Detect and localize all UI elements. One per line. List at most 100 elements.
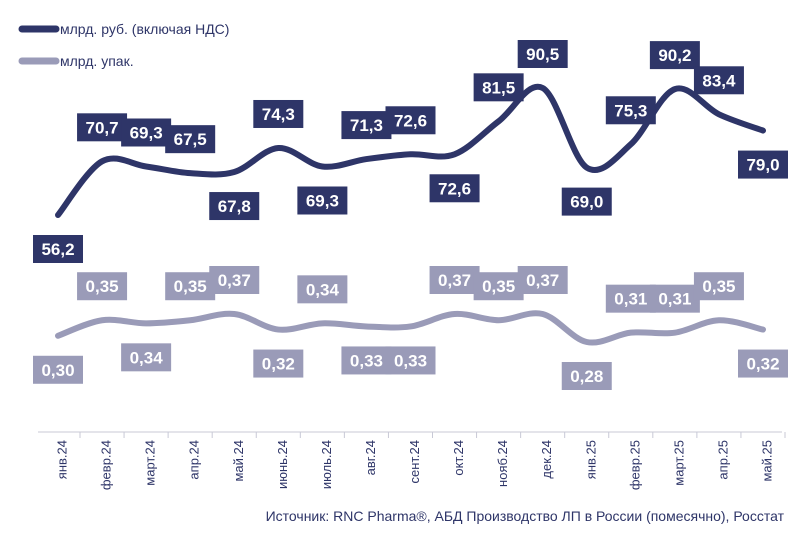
series-line-1 <box>55 83 766 218</box>
data-label: 0,37 <box>517 266 568 294</box>
legend-label-1: млрд. руб. (включая НДС) <box>60 21 229 37</box>
series-lines <box>55 83 766 346</box>
data-label: 0,30 <box>33 355 83 384</box>
data-label-box <box>429 174 480 203</box>
data-label-box <box>33 355 83 384</box>
data-label-text: 0,31 <box>614 290 647 309</box>
data-label-text: 70,7 <box>86 118 119 137</box>
data-label-box <box>473 73 524 102</box>
data-label-text: 0,34 <box>306 280 340 299</box>
data-label-box <box>165 125 216 154</box>
data-label-box <box>605 284 656 313</box>
data-label-text: 0,37 <box>218 271 251 290</box>
data-label-box <box>297 275 348 304</box>
data-label-text: 0,37 <box>438 271 471 290</box>
source-note: Источник: RNC Pharma®, АБД Производство … <box>265 508 784 524</box>
x-tick-label: янв.24 <box>55 440 70 479</box>
data-label-box <box>209 266 260 294</box>
data-label-text: 0,31 <box>658 290 691 309</box>
data-label-text: 72,6 <box>438 179 471 198</box>
data-label-box <box>605 96 656 125</box>
data-label: 67,5 <box>165 125 216 154</box>
x-tick-label: июнь.24 <box>275 440 290 489</box>
x-tick-label: авг.24 <box>363 440 378 475</box>
data-label: 0,34 <box>121 343 172 372</box>
data-label: 0,35 <box>473 272 524 301</box>
data-label-text: 75,3 <box>614 101 647 120</box>
data-label: 0,37 <box>209 266 260 294</box>
data-label-box <box>385 346 436 375</box>
data-label-text: 0,35 <box>86 277 119 296</box>
data-label-box <box>33 235 83 263</box>
data-label-text: 67,8 <box>218 197 251 216</box>
data-label: 0,33 <box>341 346 392 375</box>
data-label: 0,35 <box>693 272 744 301</box>
data-label: 90,5 <box>517 40 568 68</box>
x-tick-label: март.24 <box>143 440 158 486</box>
data-label: 71,3 <box>341 111 392 140</box>
legend: млрд. руб. (включая НДС) млрд. упак. <box>18 21 229 69</box>
data-label: 0,28 <box>561 362 612 390</box>
data-label: 0,37 <box>429 266 480 294</box>
data-label: 0,31 <box>605 284 656 313</box>
data-label-text: 90,5 <box>526 45 559 64</box>
series-line-2 <box>55 310 766 346</box>
data-label: 0,35 <box>165 272 216 301</box>
data-label: 74,3 <box>253 99 304 128</box>
data-label-text: 69,0 <box>570 193 603 212</box>
data-label: 83,4 <box>693 66 744 95</box>
data-label: 56,2 <box>33 235 83 263</box>
data-label-box <box>693 66 744 95</box>
data-label-text: 0,33 <box>350 351 383 370</box>
data-label-text: 67,5 <box>174 130 207 149</box>
data-label-text: 0,35 <box>482 277 515 296</box>
data-label-box <box>517 266 568 294</box>
data-label-text: 0,34 <box>130 348 164 367</box>
data-label-text: 0,35 <box>174 277 207 296</box>
data-label-box <box>253 99 304 128</box>
data-label-box <box>649 41 700 70</box>
x-tick-label: февр.25 <box>627 440 642 490</box>
x-axis: янв.24 февр.24 март.24 апр.24 май.24 июнь.24 и… <box>38 431 786 490</box>
data-label-box <box>297 186 348 215</box>
data-label-box <box>385 106 436 135</box>
x-tick-label: янв.25 <box>583 440 598 479</box>
data-label-box <box>649 284 700 313</box>
data-label: 0,32 <box>253 349 304 378</box>
x-tick-label: дек.24 <box>539 440 554 479</box>
x-tick-label: февр.24 <box>99 440 114 490</box>
data-label-box <box>517 40 568 68</box>
x-tick-label: окт.24 <box>451 440 466 476</box>
data-label-box <box>209 192 260 221</box>
legend-label-2: млрд. упак. <box>60 53 134 69</box>
data-label-box <box>121 343 172 372</box>
data-label-text: 81,5 <box>482 78 515 97</box>
data-label: 69,0 <box>561 187 612 216</box>
data-label-text: 74,3 <box>262 105 295 124</box>
data-label: 0,32 <box>738 349 788 378</box>
data-label-text: 56,2 <box>41 240 74 259</box>
data-label: 0,34 <box>297 275 348 304</box>
data-label-box <box>473 272 524 301</box>
x-tick-label: май.25 <box>760 440 775 482</box>
data-label: 79,0 <box>738 150 788 179</box>
data-label-text: 0,37 <box>526 271 559 290</box>
data-label-box <box>121 118 172 147</box>
data-label: 69,3 <box>121 118 172 147</box>
data-label-text: 69,3 <box>306 191 339 210</box>
data-label: 0,35 <box>77 272 128 301</box>
data-label-text: 79,0 <box>746 156 779 175</box>
data-label: 70,7 <box>77 113 128 142</box>
x-tick-label: сент.24 <box>407 440 422 484</box>
data-label-box <box>77 272 128 301</box>
data-label-text: 0,30 <box>41 361 74 380</box>
data-label: 81,5 <box>473 73 524 102</box>
data-label: 0,33 <box>385 346 436 375</box>
x-tick-label: июль.24 <box>319 440 334 489</box>
data-label: 75,3 <box>605 96 656 125</box>
data-label-box <box>738 150 788 179</box>
data-labels: 56,2 70,7 69,3 67,5 67,8 74,3 69,3 71,3 72,6 72,6… <box>33 40 788 390</box>
data-label-text: 0,33 <box>394 351 427 370</box>
data-label-box <box>693 272 744 301</box>
